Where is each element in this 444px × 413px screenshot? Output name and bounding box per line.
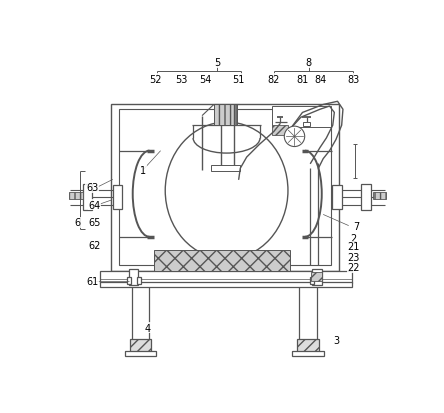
Text: 8: 8 (306, 58, 312, 68)
Ellipse shape (165, 123, 288, 259)
Bar (100, 271, 352, 283)
Bar (373, 192, 386, 199)
Text: 4: 4 (145, 323, 151, 333)
Text: 63: 63 (86, 183, 98, 193)
Bar (292, 351, 324, 356)
Bar (272, 126, 288, 135)
Bar (83, 185, 92, 210)
Text: 2: 2 (350, 234, 357, 244)
Text: 23: 23 (347, 253, 360, 263)
Bar (137, 278, 140, 284)
Text: 3: 3 (333, 335, 339, 346)
Bar (119, 110, 332, 266)
Text: 53: 53 (175, 75, 187, 85)
Bar (111, 104, 339, 271)
Text: 54: 54 (200, 75, 212, 85)
Bar (312, 270, 321, 285)
Bar (130, 339, 151, 352)
Text: 64: 64 (88, 200, 100, 210)
Bar (100, 282, 352, 287)
Text: 83: 83 (347, 75, 360, 85)
Bar (303, 122, 310, 127)
Bar (113, 186, 123, 209)
Bar (361, 185, 371, 210)
Text: 1: 1 (140, 166, 146, 176)
Text: 82: 82 (268, 75, 280, 85)
Bar (69, 192, 83, 199)
Bar (272, 107, 331, 128)
Bar (129, 270, 138, 285)
Bar (299, 282, 317, 341)
Bar (132, 282, 150, 341)
Bar (210, 166, 240, 172)
Bar (311, 273, 322, 282)
Text: 81: 81 (296, 75, 309, 85)
Text: 62: 62 (88, 240, 100, 250)
Bar (310, 278, 314, 284)
Text: 21: 21 (347, 242, 360, 252)
Text: 52: 52 (150, 75, 162, 85)
Bar (297, 339, 319, 352)
Bar (125, 351, 156, 356)
Text: 22: 22 (347, 262, 360, 273)
Text: 7: 7 (353, 221, 360, 231)
Text: 51: 51 (233, 75, 245, 85)
Bar (333, 186, 342, 209)
Text: 5: 5 (214, 58, 221, 68)
Bar (214, 105, 237, 126)
Circle shape (284, 127, 305, 147)
Bar (154, 251, 290, 271)
Text: 6: 6 (74, 218, 80, 228)
Text: 84: 84 (315, 75, 327, 85)
Text: 65: 65 (88, 218, 100, 228)
Bar (127, 278, 131, 284)
Text: 61: 61 (86, 277, 98, 287)
